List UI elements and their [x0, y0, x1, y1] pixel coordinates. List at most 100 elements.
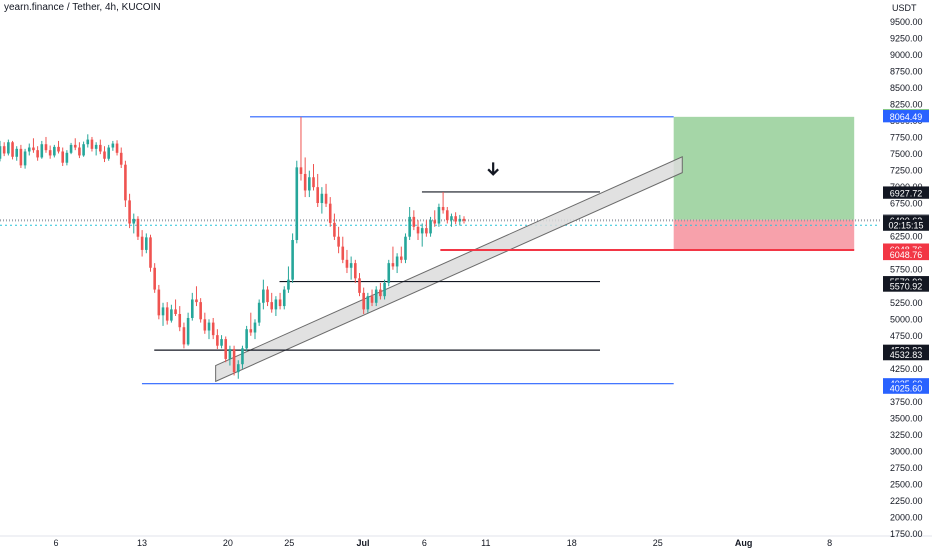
candle [23, 151, 27, 166]
price-tag [883, 187, 929, 199]
candle [27, 147, 31, 152]
candle [308, 177, 311, 191]
x-tick-label: 25 [653, 538, 663, 548]
candle [7, 142, 10, 154]
candle [69, 144, 73, 153]
price-tag [883, 349, 929, 361]
candle [295, 167, 299, 241]
y-tick-label: 5750.00 [890, 265, 923, 275]
y-tick-label: 9250.00 [890, 34, 923, 44]
candle [170, 309, 173, 321]
y-tick-label: 7500.00 [890, 149, 923, 159]
candle [303, 173, 307, 191]
candle [241, 348, 244, 365]
candle [232, 349, 236, 373]
y-tick-label: 2000.00 [890, 512, 923, 522]
price-tag-label: 02:15:15 [888, 220, 923, 230]
candle [0, 146, 2, 159]
y-tick-label: 7250.00 [890, 166, 923, 176]
candle [328, 203, 332, 223]
price-tag [883, 280, 929, 292]
candle [262, 289, 265, 303]
candle [383, 282, 386, 297]
x-tick-label: 13 [137, 538, 147, 548]
price-axis [880, 0, 932, 550]
candle [358, 278, 361, 293]
candle [203, 319, 207, 331]
candle [103, 151, 106, 159]
price-tag-label: 8064.49 [890, 112, 923, 122]
price-tag [883, 111, 929, 123]
candle [216, 335, 219, 346]
y-tick-label: 6250.00 [890, 232, 923, 242]
candle [186, 317, 190, 345]
candle [320, 193, 324, 204]
candle [86, 139, 90, 145]
candle [274, 299, 278, 310]
candle [370, 296, 374, 303]
candle [145, 237, 148, 250]
candle [2, 146, 6, 154]
candle [399, 256, 403, 260]
candle [149, 237, 152, 268]
candle [78, 147, 81, 156]
candle [220, 339, 223, 346]
candle [374, 289, 378, 303]
candle [366, 296, 370, 310]
candle [253, 322, 257, 333]
candle [40, 144, 44, 158]
candle [36, 150, 39, 158]
x-tick-label: 6 [422, 538, 427, 548]
candle [337, 236, 340, 247]
candle [404, 236, 407, 260]
candle [391, 263, 395, 267]
candle [165, 307, 169, 321]
y-tick-label: 6750.00 [890, 199, 923, 209]
candle [111, 143, 115, 148]
candle [387, 263, 391, 283]
candle [61, 151, 65, 163]
candle [416, 226, 420, 234]
candle [437, 206, 441, 224]
y-tick-label: 3500.00 [890, 413, 923, 423]
candle [249, 329, 253, 333]
candle [11, 142, 14, 157]
y-tick-label: 5250.00 [890, 298, 923, 308]
price-unit: USDT [892, 3, 917, 13]
candle [57, 146, 60, 152]
candle [395, 256, 399, 267]
candle [291, 240, 294, 280]
price-tag [883, 249, 929, 261]
candle [433, 220, 437, 224]
y-tick-label: 3250.00 [890, 430, 923, 440]
candle [136, 218, 140, 237]
candle [445, 210, 449, 221]
x-tick-label: 18 [567, 538, 577, 548]
candle [48, 150, 52, 156]
y-tick-label: 4750.00 [890, 331, 923, 341]
candle [228, 349, 232, 359]
candle [99, 144, 102, 152]
candle [128, 200, 131, 224]
candle [450, 216, 453, 221]
y-tick-label: 8250.00 [890, 100, 923, 110]
y-tick-label: 2500.00 [890, 479, 923, 489]
x-tick-label: Jul [356, 538, 369, 548]
candle [94, 144, 98, 149]
candle [119, 152, 123, 165]
candle [278, 299, 282, 307]
candle [195, 299, 198, 303]
price-tag-label: 4025.60 [890, 383, 923, 393]
candle [44, 144, 48, 151]
candle [266, 289, 269, 303]
candle [270, 302, 274, 310]
y-tick-label: 1750.00 [890, 529, 923, 539]
candle [362, 292, 365, 310]
x-tick-label: 8 [827, 538, 832, 548]
candle [32, 147, 35, 151]
candle [349, 263, 353, 268]
price-tag-label: 6048.76 [890, 250, 923, 260]
price-tag-label: 6927.72 [890, 188, 923, 198]
candle [312, 177, 315, 188]
